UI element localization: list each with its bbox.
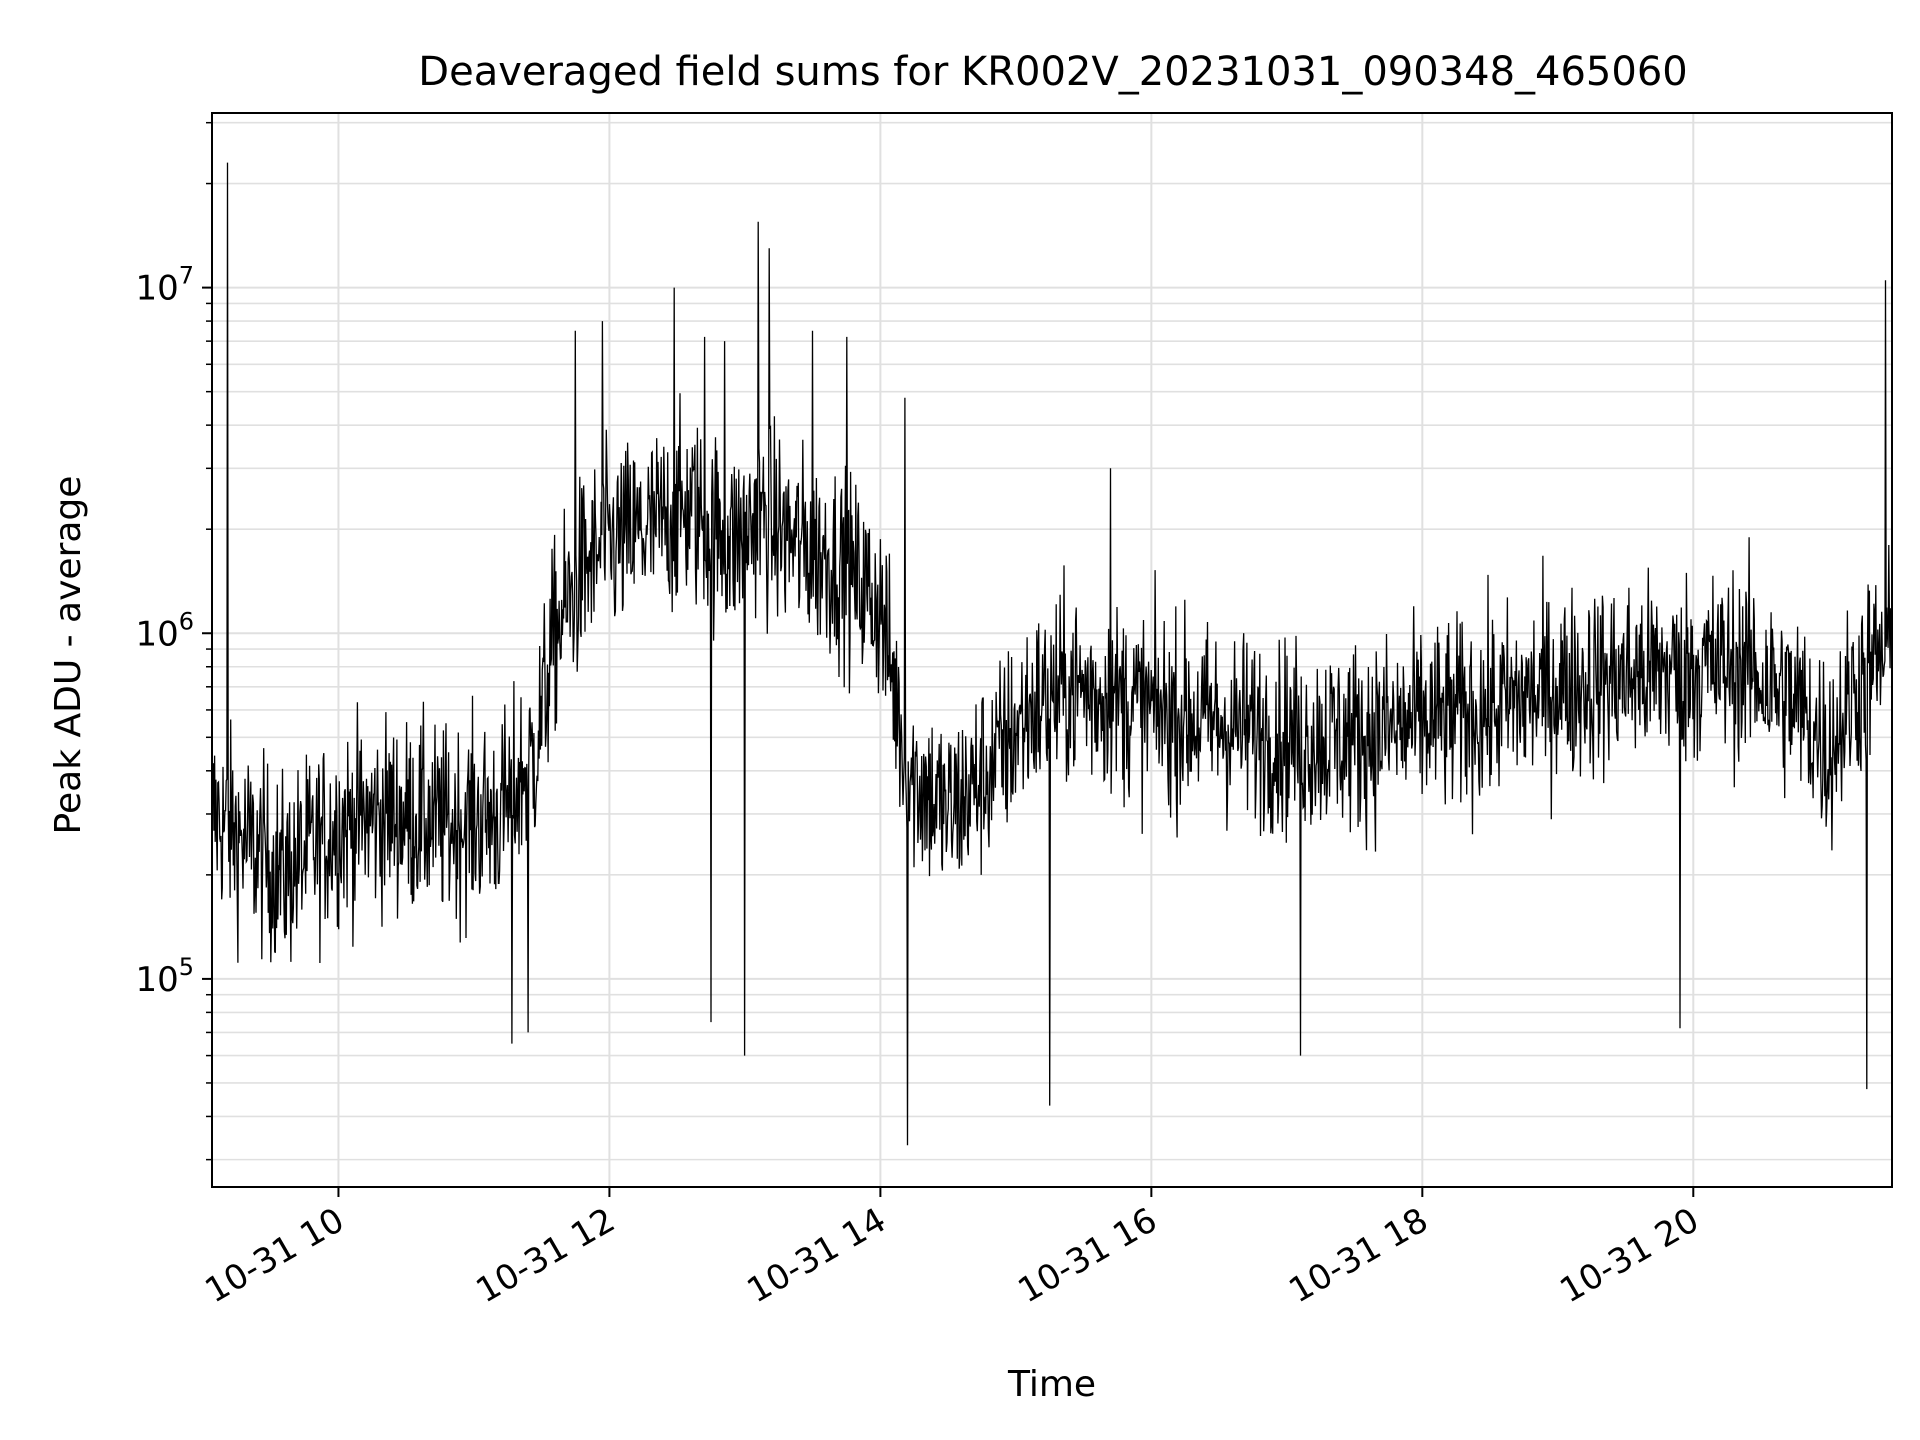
x-tick-label: 10-31 10	[199, 1200, 351, 1311]
y-tick-layer: 105 106 107	[135, 121, 212, 1161]
x-tick-label: 10-31 14	[740, 1200, 892, 1311]
x-axis-label: Time	[1007, 1364, 1096, 1405]
series-layer	[211, 162, 1893, 1146]
x-tick-label: 10-31 18	[1282, 1200, 1434, 1311]
chart-title: Deaveraged field sums for KR002V_2023103…	[418, 49, 1687, 95]
y-tick-label: 107	[135, 262, 194, 309]
x-tick-label: 10-31 16	[1011, 1200, 1163, 1311]
y-axis-label: Peak ADU - average	[48, 476, 89, 835]
x-tick-layer: 10-31 10 10-31 12 10-31 14 10-31 16 10-31 18…	[199, 1187, 1706, 1311]
series-line	[211, 162, 1893, 1146]
x-tick-label: 10-31 20	[1553, 1200, 1705, 1311]
plot-frame	[211, 112, 1893, 1188]
x-tick-label: 10-31 12	[470, 1200, 622, 1311]
y-tick-label: 106	[135, 607, 194, 654]
y-tick-label: 105	[135, 953, 194, 1000]
